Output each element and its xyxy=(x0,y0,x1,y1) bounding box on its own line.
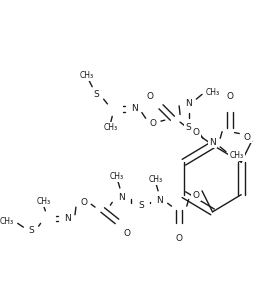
Text: O: O xyxy=(193,191,200,200)
Text: CH₃: CH₃ xyxy=(0,217,14,226)
Text: O: O xyxy=(176,234,183,243)
Text: O: O xyxy=(80,198,87,207)
Text: S: S xyxy=(186,123,191,132)
Text: CH₃: CH₃ xyxy=(103,123,117,132)
Text: O: O xyxy=(193,128,200,137)
Text: O: O xyxy=(226,92,233,101)
Text: N: N xyxy=(64,214,71,223)
Text: N: N xyxy=(131,104,138,113)
Text: O: O xyxy=(123,229,130,238)
Text: O: O xyxy=(150,119,157,128)
Text: CH₃: CH₃ xyxy=(79,71,93,80)
Text: N: N xyxy=(185,99,192,108)
Text: O: O xyxy=(244,133,250,142)
Text: S: S xyxy=(28,226,34,235)
Text: N: N xyxy=(118,193,125,202)
Text: CH₃: CH₃ xyxy=(36,197,50,206)
Text: N: N xyxy=(209,138,216,147)
Text: N: N xyxy=(157,196,163,205)
Text: CH₃: CH₃ xyxy=(206,88,220,97)
Text: CH₃: CH₃ xyxy=(110,172,124,181)
Text: S: S xyxy=(138,201,144,210)
Text: CH₃: CH₃ xyxy=(230,151,244,160)
Text: CH₃: CH₃ xyxy=(148,175,162,184)
Text: O: O xyxy=(147,92,154,101)
Text: S: S xyxy=(93,90,99,99)
